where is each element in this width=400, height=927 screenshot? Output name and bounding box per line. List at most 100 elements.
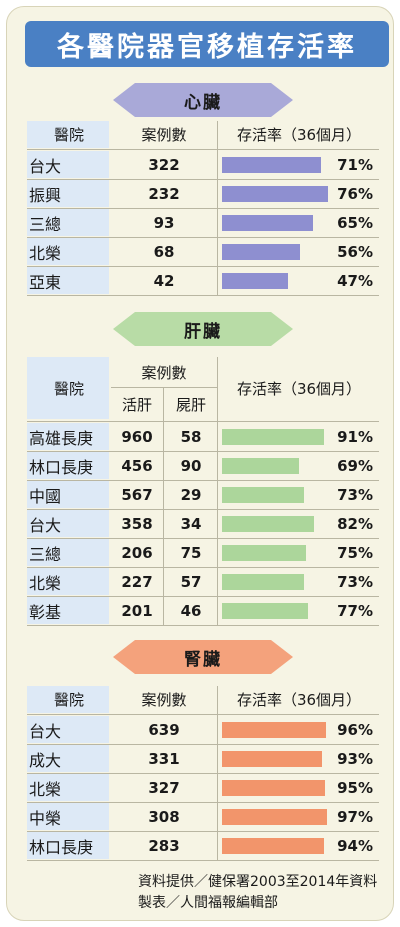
kidney-survival-label: 96% xyxy=(337,720,373,739)
liver-row: 林口長庚 456 90 69% xyxy=(27,452,379,479)
liver-hospital-name: 彰基 xyxy=(27,597,109,624)
footer-credits: 資料提供／健保署2003至2014年資料 製表／人間福報編輯部 xyxy=(138,872,388,914)
heart-case-count: 93 xyxy=(153,213,175,232)
heart-survival-bar xyxy=(222,157,322,173)
liver-row: 北榮 227 57 73% xyxy=(27,568,379,595)
kidney-survival-bar xyxy=(222,809,327,825)
column-divider xyxy=(217,357,218,626)
kidney-survival-bar xyxy=(222,838,324,854)
heart-case-count: 232 xyxy=(148,184,180,203)
kidney-row: 北榮 327 95% xyxy=(27,774,379,801)
liver-header-cases: 案例數 xyxy=(141,364,187,382)
liver-survival-label: 73% xyxy=(337,485,373,504)
liver-survival-bar xyxy=(222,458,300,474)
liver-survival-bar xyxy=(222,603,309,619)
heart-survival-bar xyxy=(222,244,301,260)
heart-header-cases: 案例數 xyxy=(141,126,187,144)
liver-hospital-name: 中國 xyxy=(27,481,109,508)
kidney-hospital-name: 台大 xyxy=(27,716,109,743)
row-divider xyxy=(27,744,379,745)
row-divider xyxy=(27,802,379,803)
heart-survival-label: 76% xyxy=(337,184,373,203)
heart-hospital-name: 振興 xyxy=(27,180,109,207)
page-title: 各醫院器官移植存活率 xyxy=(25,21,389,67)
liver-row: 彰基 201 46 77% xyxy=(27,597,379,624)
liver-hospital-name: 北榮 xyxy=(27,568,109,595)
liver-survival-label: 73% xyxy=(337,572,373,591)
liver-living-count: 206 xyxy=(121,543,153,562)
kidney-hospital-name: 中榮 xyxy=(27,803,109,830)
kidney-header-survival: 存活率（36個月） xyxy=(236,691,362,709)
heart-survival-label: 56% xyxy=(337,242,373,261)
liver-survival-bar xyxy=(222,429,324,445)
liver-cadaver-count: 75 xyxy=(180,543,202,562)
liver-row: 台大 358 34 82% xyxy=(27,510,379,537)
kidney-case-count: 308 xyxy=(148,807,180,826)
row-divider xyxy=(27,208,379,209)
heart-case-count: 68 xyxy=(153,242,175,261)
liver-cadaver-count: 57 xyxy=(180,572,202,591)
column-divider xyxy=(163,387,164,626)
liver-cadaver-count: 29 xyxy=(180,485,202,504)
liver-hospital-name: 林口長庚 xyxy=(27,452,109,479)
kidney-banner-shape xyxy=(113,640,293,674)
kidney-survival-label: 97% xyxy=(337,807,373,826)
liver-living-count: 227 xyxy=(121,572,153,591)
kidney-case-count: 283 xyxy=(148,836,180,855)
kidney-survival-bar xyxy=(222,722,326,738)
row-divider xyxy=(27,237,379,238)
liver-header-row: 醫院 案例數 活肝 屍肝 存活率（36個月） xyxy=(27,357,379,419)
heart-survival-bar xyxy=(222,186,329,202)
footer-editor: 製表／人間福報編輯部 xyxy=(138,895,278,911)
heart-header-hospital: 醫院 xyxy=(27,121,109,148)
kidney-header-row: 醫院 案例數 存活率（36個月） xyxy=(27,686,379,713)
liver-cadaver-count: 58 xyxy=(180,427,202,446)
kidney-hospital-name: 林口長庚 xyxy=(27,832,109,859)
kidney-survival-bar xyxy=(222,751,323,767)
liver-living-count: 567 xyxy=(121,485,153,504)
heart-hospital-name: 亞東 xyxy=(27,267,109,294)
heart-row: 台大 322 71% xyxy=(27,151,379,178)
liver-header-cadaver: 屍肝 xyxy=(175,396,206,414)
kidney-header-hospital: 醫院 xyxy=(27,686,109,713)
liver-cadaver-count: 90 xyxy=(180,456,202,475)
kidney-case-count: 639 xyxy=(148,720,180,739)
column-divider xyxy=(217,686,218,861)
liver-survival-bar xyxy=(222,487,304,503)
liver-header-living: 活肝 xyxy=(121,396,152,414)
heart-header-survival: 存活率（36個月） xyxy=(236,126,362,144)
liver-hospital-name: 三總 xyxy=(27,539,109,566)
row-divider xyxy=(27,179,379,180)
row-divider xyxy=(27,509,379,510)
kidney-case-count: 331 xyxy=(148,749,180,768)
row-divider xyxy=(27,773,379,774)
row-divider xyxy=(27,831,379,832)
kidney-hospital-name: 北榮 xyxy=(27,774,109,801)
liver-hospital-name: 高雄長庚 xyxy=(27,423,109,450)
kidney-banner-label: 腎臟 xyxy=(184,649,222,670)
row-divider xyxy=(27,149,379,150)
heart-case-count: 42 xyxy=(153,271,175,290)
row-divider xyxy=(27,596,379,597)
heart-survival-label: 47% xyxy=(337,271,373,290)
kidney-header-cases: 案例數 xyxy=(141,691,187,709)
heart-hospital-name: 北榮 xyxy=(27,238,109,265)
liver-cadaver-count: 34 xyxy=(180,514,202,533)
row-divider xyxy=(27,860,379,861)
liver-survival-label: 82% xyxy=(337,514,373,533)
liver-survival-label: 77% xyxy=(337,601,373,620)
column-divider xyxy=(217,121,218,296)
heart-row: 振興 232 76% xyxy=(27,180,379,207)
kidney-survival-bar xyxy=(222,780,325,796)
row-divider xyxy=(27,421,379,422)
liver-survival-label: 75% xyxy=(337,543,373,562)
row-divider xyxy=(27,714,379,715)
liver-banner-label: 肝臟 xyxy=(184,321,222,342)
heart-survival-bar xyxy=(222,215,313,231)
liver-living-count: 456 xyxy=(121,456,153,475)
liver-section-banner: 肝臟 xyxy=(113,312,293,346)
liver-row: 高雄長庚 960 58 91% xyxy=(27,423,379,450)
liver-header-hospital: 醫院 xyxy=(27,357,109,419)
row-divider xyxy=(27,451,379,452)
heart-row: 三總 93 65% xyxy=(27,209,379,236)
